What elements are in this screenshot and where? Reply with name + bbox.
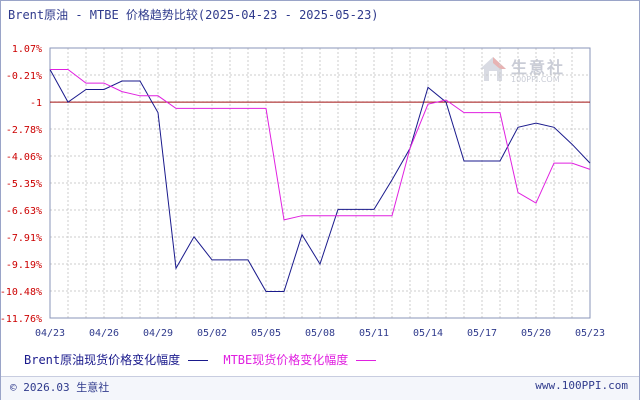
x-tick-label: 04/26 <box>89 328 119 339</box>
y-tick-label: -1 <box>30 98 42 109</box>
y-tick-label: -5.35% <box>6 179 42 190</box>
legend-swatch-mtbe <box>356 360 377 361</box>
x-tick-label: 05/05 <box>251 328 281 339</box>
plot-border <box>49 47 591 319</box>
y-tick-label: -10.48% <box>0 287 42 298</box>
legend-label-mtbe: MTBE现货价格变化幅度 <box>223 353 349 367</box>
y-tick-label: -6.63% <box>6 206 42 217</box>
x-tick-label: 04/29 <box>143 328 173 339</box>
legend-item-brent: Brent原油现货价格变化幅度 <box>24 351 209 368</box>
x-tick-label: 05/08 <box>305 328 335 339</box>
y-tick-label: 1.07% <box>12 44 42 55</box>
x-tick-label: 05/11 <box>359 328 389 339</box>
chart-title: Brent原油 - MTBE 价格趋势比较(2025-04-23 - 2025-… <box>8 8 379 22</box>
x-tick-label: 05/23 <box>575 328 605 339</box>
legend-swatch-brent <box>188 360 209 361</box>
x-tick-label: 04/23 <box>35 328 65 339</box>
mtbe-series-line <box>50 69 591 221</box>
y-tick-label: -7.91% <box>6 233 42 244</box>
legend-label-brent: Brent原油现货价格变化幅度 <box>24 353 181 367</box>
brent-series-line <box>49 69 591 292</box>
footer-copyright: © 2026.03 生意社 <box>10 381 110 394</box>
y-tick-label: -11.76% <box>0 314 42 325</box>
watermark-url: 100PPI.COM <box>511 75 560 84</box>
y-tick-label: -9.19% <box>6 260 42 271</box>
y-tick-label: -0.21% <box>6 71 42 82</box>
footer-bar <box>1 376 639 400</box>
footer-site-link[interactable]: www.100PPI.com <box>535 379 628 392</box>
x-tick-label: 05/20 <box>521 328 551 339</box>
watermark-name: 生意社 <box>511 58 566 77</box>
watermark-logo: 生意社 100PPI.COM <box>478 54 578 90</box>
chart-legend: Brent原油现货价格变化幅度 MTBE现货价格变化幅度 <box>24 351 384 368</box>
y-tick-label: -4.06% <box>6 152 42 163</box>
x-tick-label: 05/02 <box>197 328 227 339</box>
legend-item-mtbe: MTBE现货价格变化幅度 <box>223 351 377 368</box>
x-tick-label: 05/14 <box>413 328 443 339</box>
x-tick-label: 05/17 <box>467 328 497 339</box>
y-tick-label: -2.78% <box>6 125 42 136</box>
